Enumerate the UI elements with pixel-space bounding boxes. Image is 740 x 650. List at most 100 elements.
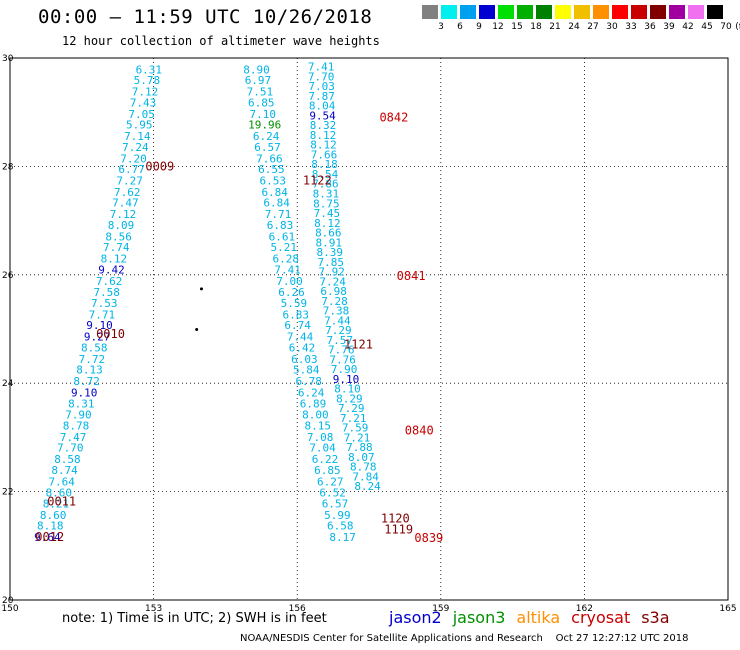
wave-height-value: 6.28 — [272, 253, 299, 266]
wave-height-value: 7.43 — [130, 96, 157, 109]
wave-height-value: 7.84 — [352, 470, 379, 483]
wave-height-value: 8.12 — [310, 129, 337, 142]
color-swatch — [517, 5, 533, 19]
wave-height-value: 7.28 — [321, 295, 348, 308]
wave-height-value: 6.89 — [300, 397, 327, 410]
wave-height-value: 7.88 — [346, 441, 373, 454]
wave-height-value: 7.90 — [331, 363, 358, 376]
wave-height-value: 8.29 — [336, 392, 363, 405]
wave-height-value: 6.97 — [245, 74, 272, 87]
wave-height-value: 7.58 — [93, 286, 120, 299]
y-tick-label: 26 — [2, 271, 14, 281]
pass-time-label: 0839 — [414, 531, 443, 545]
wave-height-value: 7.44 — [324, 314, 351, 327]
color-scale-label: 30 — [606, 22, 618, 32]
wave-height-value: 6.57 — [254, 141, 281, 154]
wave-height-value: 9.27 — [84, 331, 111, 344]
wave-height-value: 6.52 — [319, 487, 346, 500]
color-scale-label: 36 — [644, 22, 656, 32]
wave-height-value: 7.08 — [307, 431, 334, 444]
wave-height-value: 7.64 — [48, 475, 75, 488]
wave-height-value: 7.41 — [274, 263, 301, 276]
wave-height-value: 6.53 — [260, 174, 287, 187]
wave-height-value: 7.57 — [327, 334, 354, 347]
color-scale-label: 12 — [492, 22, 504, 32]
color-swatch — [593, 5, 609, 19]
wave-height-value: 8.10 — [334, 383, 361, 396]
wave-height-value: 7.10 — [249, 108, 276, 121]
color-swatch — [707, 5, 723, 19]
wave-height-value: 8.12 — [314, 217, 341, 230]
wave-height-value: 8.13 — [76, 364, 103, 377]
wave-height-value: 6.03 — [291, 353, 318, 366]
wave-height-value: 7.47 — [60, 431, 87, 444]
satellite-legend-item: jason2 — [389, 608, 442, 627]
y-tick-label: 28 — [2, 162, 14, 172]
wave-height-value: 7.29 — [325, 324, 352, 337]
satellite-legend-item: s3a — [641, 608, 670, 627]
color-scale-label: 33 — [625, 22, 637, 32]
plot-frame — [9, 57, 729, 601]
color-scale-label: 18 — [530, 22, 542, 32]
wave-height-value: 6.22 — [312, 453, 339, 466]
wave-height-value: 7.05 — [128, 108, 155, 121]
wave-height-value: 8.00 — [302, 409, 329, 422]
wave-height-value: 6.61 — [269, 230, 296, 243]
pass-time-label: 0840 — [405, 423, 434, 437]
color-swatch — [555, 5, 571, 19]
color-scale-label: 24 — [568, 22, 580, 32]
color-swatch — [631, 5, 647, 19]
wave-height-value: 7.29 — [338, 402, 365, 415]
color-scale-label: 39 — [663, 22, 675, 32]
observation-dot — [199, 287, 203, 291]
wave-height-value: 7.62 — [114, 186, 141, 199]
wave-height-value: 8.04 — [309, 100, 336, 113]
wave-height-value: 8.21 — [43, 498, 70, 511]
wave-height-value: 8.78 — [350, 461, 377, 474]
color-scale-label: 45 — [701, 22, 713, 32]
color-scale-label: 42 — [682, 22, 694, 32]
wave-height-value: 5.78 — [134, 74, 161, 87]
wave-height-value: 7.38 — [323, 305, 350, 318]
footnote: note: 1) Time is in UTC; 2) SWH is in fe… — [62, 611, 327, 626]
wave-height-value: 8.18 — [311, 158, 338, 171]
wave-height-value: 6.26 — [278, 286, 305, 299]
wave-height-value: 9.42 — [98, 263, 125, 276]
wave-height-value: 8.78 — [63, 419, 90, 432]
wave-height-value: 7.62 — [96, 275, 123, 288]
wave-height-value: 6.83 — [267, 219, 294, 232]
y-tick-label: 24 — [2, 379, 14, 389]
satellite-legend-item: jason3 — [452, 608, 506, 627]
wave-height-value: 6.78 — [295, 375, 322, 388]
wave-height-value: 7.51 — [247, 86, 274, 99]
wave-height-value: 5.99 — [324, 509, 351, 522]
color-scale-label: 70 — [720, 22, 732, 32]
wave-height-value: 7.12 — [132, 86, 159, 99]
wave-height-value: 7.04 — [309, 442, 336, 455]
wave-height-value: 6.84 — [263, 197, 290, 210]
color-scale-label: 9 — [476, 22, 482, 32]
x-tick-label: 150 — [1, 604, 18, 614]
wave-height-value: 6.98 — [320, 285, 347, 298]
pass-time-label: 0841 — [397, 269, 426, 283]
wave-height-value: 6.77 — [118, 163, 145, 176]
color-scale-label: 27 — [587, 22, 599, 32]
wave-height-value: 9.10 — [333, 373, 360, 386]
wave-height-value: 7.72 — [79, 353, 106, 366]
wave-height-value: 7.71 — [265, 208, 292, 221]
wave-height-value: 8.18 — [37, 520, 64, 533]
wave-height-value: 7.12 — [110, 208, 137, 221]
wave-height-value: 7.76 — [329, 353, 356, 366]
color-swatch — [650, 5, 666, 19]
pass-time-label: 1119 — [384, 523, 413, 537]
wave-height-value: 8.39 — [316, 246, 343, 259]
wave-height-value: 9.64 — [34, 531, 61, 544]
wave-height-value: 7.59 — [342, 422, 369, 435]
wave-height-value: 6.58 — [327, 520, 354, 533]
color-swatch — [498, 5, 514, 19]
pass-time-label: 0012 — [35, 530, 64, 544]
color-swatch — [441, 5, 457, 19]
wave-height-value: 8.91 — [316, 236, 343, 249]
wave-height-value: 6.84 — [261, 186, 288, 199]
